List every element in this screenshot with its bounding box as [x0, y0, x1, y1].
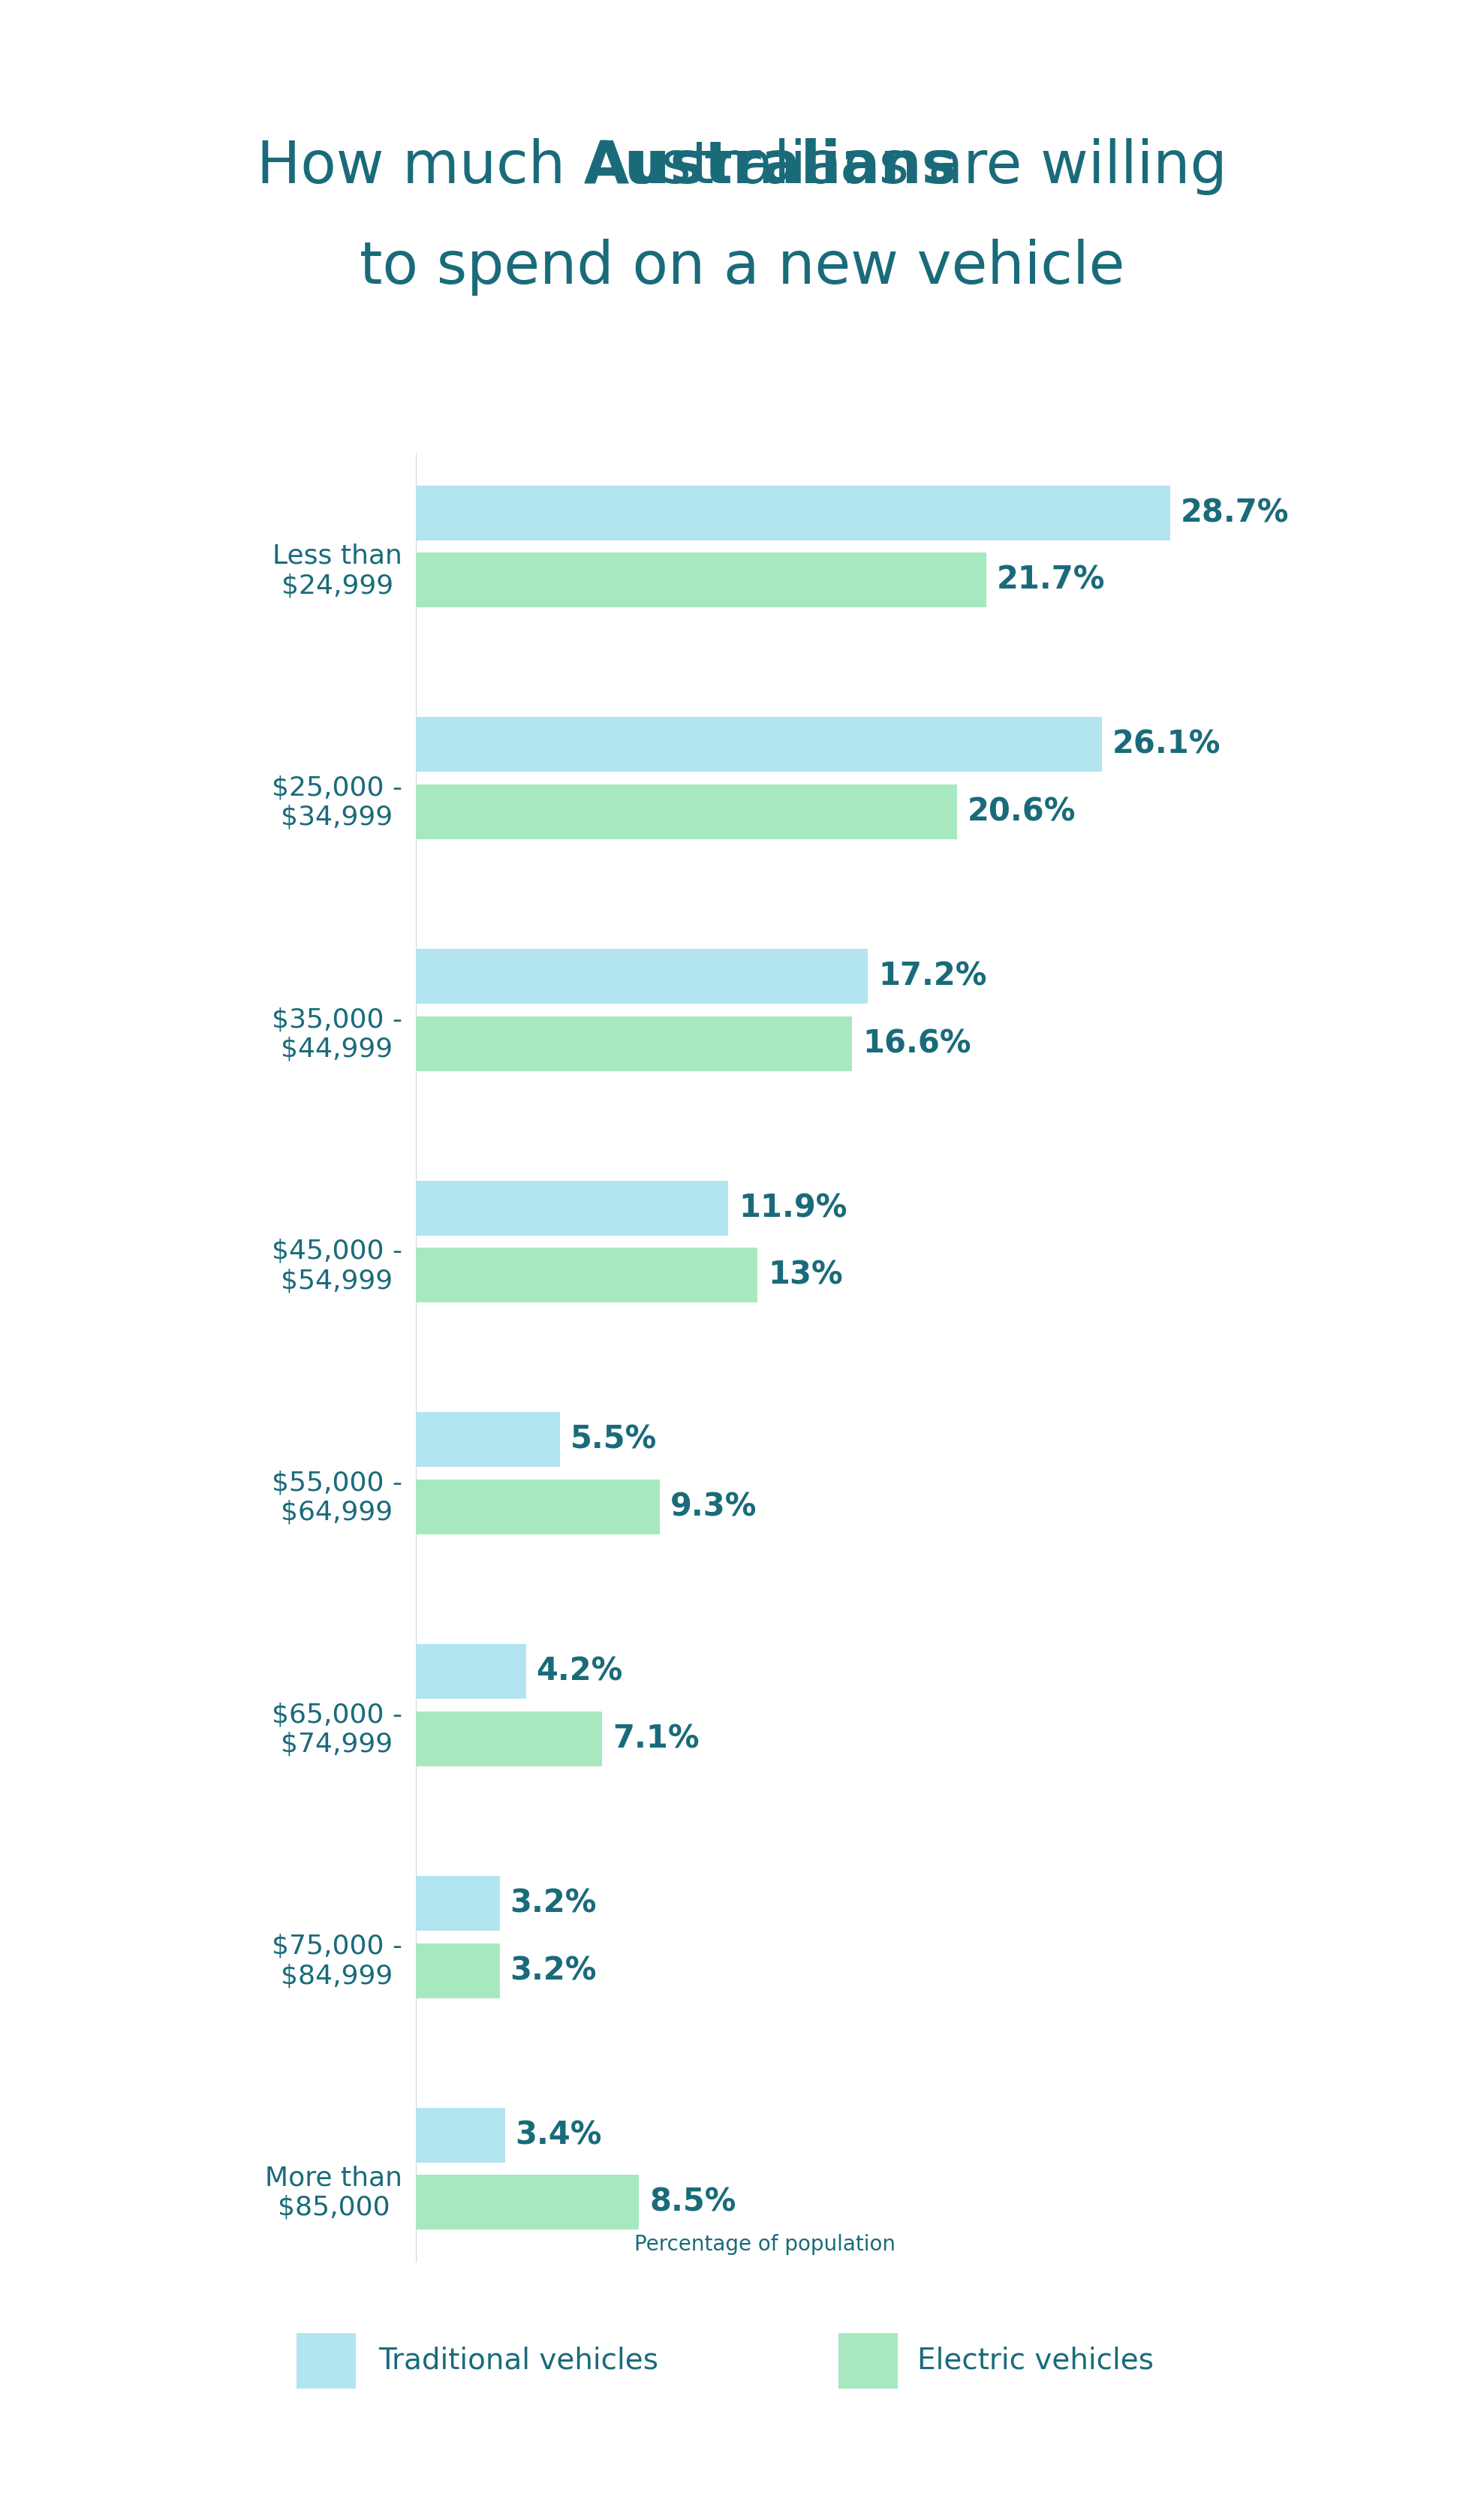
Bar [416, 1481, 660, 1534]
Bar [416, 2107, 505, 2162]
Text: to spend on a new vehicle: to spend on a new vehicle [359, 239, 1125, 297]
Text: $75,000 -
$84,999: $75,000 - $84,999 [272, 1933, 402, 1989]
Bar [416, 784, 957, 840]
Bar [416, 1943, 500, 1999]
Text: Electric vehicles: Electric vehicles [917, 2346, 1153, 2376]
Bar [416, 1875, 500, 1931]
Text: More than
$85,000: More than $85,000 [266, 2165, 402, 2220]
Text: 13%: 13% [767, 1260, 843, 1292]
Text: 11.9%: 11.9% [739, 1192, 847, 1224]
Bar [416, 948, 868, 1003]
Text: 28.7%: 28.7% [1180, 498, 1290, 528]
Text: $65,000 -
$74,999: $65,000 - $74,999 [272, 1702, 402, 1757]
Bar [416, 553, 985, 608]
Bar [416, 1247, 757, 1302]
Bar [416, 1712, 603, 1767]
Text: Australians: Australians [583, 138, 957, 196]
Text: 3.4%: 3.4% [515, 2119, 603, 2152]
Text: 17.2%: 17.2% [879, 960, 987, 993]
Text: 26.1%: 26.1% [1112, 729, 1221, 759]
Text: Less than
$24,999: Less than $24,999 [273, 543, 402, 598]
Bar [416, 485, 1169, 541]
Text: How much Australians are willing: How much Australians are willing [257, 138, 1227, 196]
Bar [416, 1644, 525, 1699]
Bar [416, 716, 1101, 772]
Text: $45,000 -
$54,999: $45,000 - $54,999 [272, 1239, 402, 1295]
Text: 4.2%: 4.2% [536, 1657, 623, 1687]
Text: 16.6%: 16.6% [862, 1028, 971, 1058]
Bar [416, 1182, 729, 1234]
Text: 9.3%: 9.3% [671, 1491, 757, 1523]
Text: 5.5%: 5.5% [571, 1423, 657, 1456]
Text: 3.2%: 3.2% [510, 1888, 597, 1918]
Text: $55,000 -
$64,999: $55,000 - $64,999 [272, 1471, 402, 1526]
Text: 8.5%: 8.5% [650, 2187, 736, 2217]
Text: Percentage of population: Percentage of population [635, 2235, 896, 2255]
Text: $35,000 -
$44,999: $35,000 - $44,999 [272, 1006, 402, 1061]
Bar [416, 1413, 559, 1468]
Text: 21.7%: 21.7% [996, 563, 1106, 596]
Text: 7.1%: 7.1% [613, 1722, 699, 1755]
Bar [416, 2175, 640, 2230]
Text: Traditional vehicles: Traditional vehicles [378, 2346, 659, 2376]
Text: 20.6%: 20.6% [968, 797, 1076, 827]
Text: 3.2%: 3.2% [510, 1956, 597, 1986]
Text: $25,000 -
$34,999: $25,000 - $34,999 [272, 774, 402, 830]
Bar [416, 1016, 852, 1071]
